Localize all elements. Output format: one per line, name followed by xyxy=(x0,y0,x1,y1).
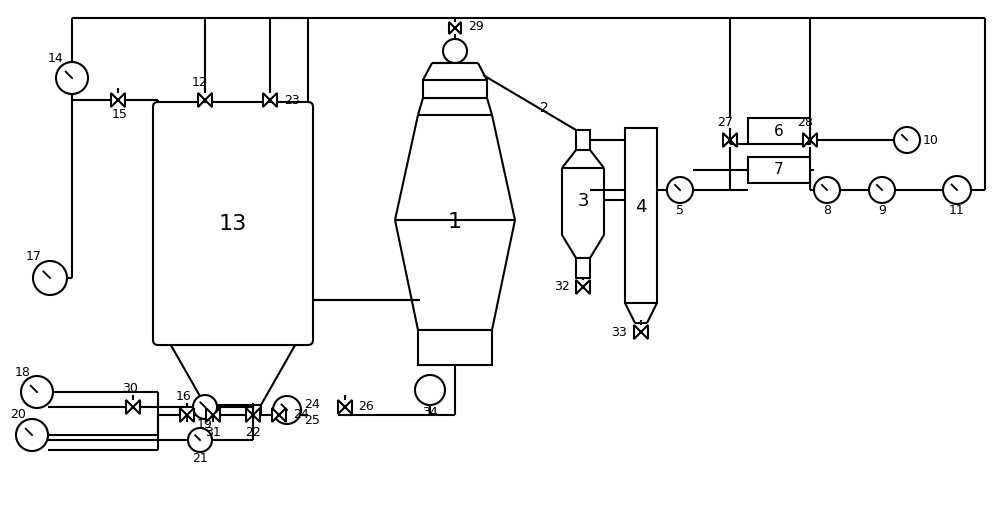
Text: 16: 16 xyxy=(176,390,192,403)
Circle shape xyxy=(56,62,88,94)
Text: 26: 26 xyxy=(358,401,374,414)
Circle shape xyxy=(814,177,840,203)
Text: 15: 15 xyxy=(112,108,128,120)
Circle shape xyxy=(415,375,445,405)
Bar xyxy=(748,157,810,183)
Circle shape xyxy=(943,176,971,204)
Text: 30: 30 xyxy=(122,383,138,396)
Polygon shape xyxy=(180,408,194,422)
Polygon shape xyxy=(449,22,461,34)
Text: 11: 11 xyxy=(949,205,965,218)
Text: 28: 28 xyxy=(797,115,813,129)
Circle shape xyxy=(443,39,467,63)
Text: 17: 17 xyxy=(26,250,42,263)
Text: 23: 23 xyxy=(284,94,300,107)
Bar xyxy=(625,128,657,303)
Bar xyxy=(576,258,590,278)
Circle shape xyxy=(193,395,217,419)
Text: 6: 6 xyxy=(774,124,784,139)
Text: 21: 21 xyxy=(192,451,208,464)
Text: 34: 34 xyxy=(422,405,438,418)
Circle shape xyxy=(894,127,920,153)
Polygon shape xyxy=(576,280,590,294)
Text: 20: 20 xyxy=(10,408,26,421)
Circle shape xyxy=(21,376,53,408)
Text: 12: 12 xyxy=(192,75,208,88)
Text: 25: 25 xyxy=(304,414,320,427)
Text: 24: 24 xyxy=(293,408,309,421)
Text: 33: 33 xyxy=(611,326,627,339)
Text: 4: 4 xyxy=(635,197,647,216)
Polygon shape xyxy=(246,408,260,422)
Polygon shape xyxy=(338,400,352,414)
Polygon shape xyxy=(263,93,277,107)
Text: 32: 32 xyxy=(554,281,570,294)
FancyBboxPatch shape xyxy=(153,102,313,345)
Text: 14: 14 xyxy=(48,52,64,65)
Polygon shape xyxy=(206,408,220,422)
Text: 27: 27 xyxy=(717,115,733,129)
Text: 3: 3 xyxy=(577,192,589,210)
Text: 2: 2 xyxy=(540,101,549,115)
Text: 19: 19 xyxy=(197,418,213,432)
Bar xyxy=(748,118,810,144)
Polygon shape xyxy=(803,133,817,147)
Circle shape xyxy=(869,177,895,203)
Bar xyxy=(423,80,487,98)
Bar xyxy=(576,130,590,150)
Text: 9: 9 xyxy=(878,204,886,217)
Text: 22: 22 xyxy=(245,427,261,439)
Polygon shape xyxy=(634,325,648,339)
Text: 7: 7 xyxy=(774,162,784,177)
Polygon shape xyxy=(198,93,212,107)
Text: 29: 29 xyxy=(468,21,484,34)
Text: 24: 24 xyxy=(304,399,320,412)
Circle shape xyxy=(16,419,48,451)
Bar xyxy=(418,330,492,365)
Circle shape xyxy=(667,177,693,203)
Polygon shape xyxy=(111,93,125,107)
Polygon shape xyxy=(723,133,737,147)
Text: 18: 18 xyxy=(15,366,31,378)
Text: 8: 8 xyxy=(823,204,831,217)
Text: 1: 1 xyxy=(448,212,462,233)
Text: 10: 10 xyxy=(923,133,939,146)
Text: 31: 31 xyxy=(205,427,221,439)
Polygon shape xyxy=(272,408,286,422)
Circle shape xyxy=(33,261,67,295)
Circle shape xyxy=(273,396,301,424)
Text: 5: 5 xyxy=(676,204,684,217)
Polygon shape xyxy=(126,400,140,414)
Circle shape xyxy=(188,428,212,452)
Text: 13: 13 xyxy=(219,214,247,234)
